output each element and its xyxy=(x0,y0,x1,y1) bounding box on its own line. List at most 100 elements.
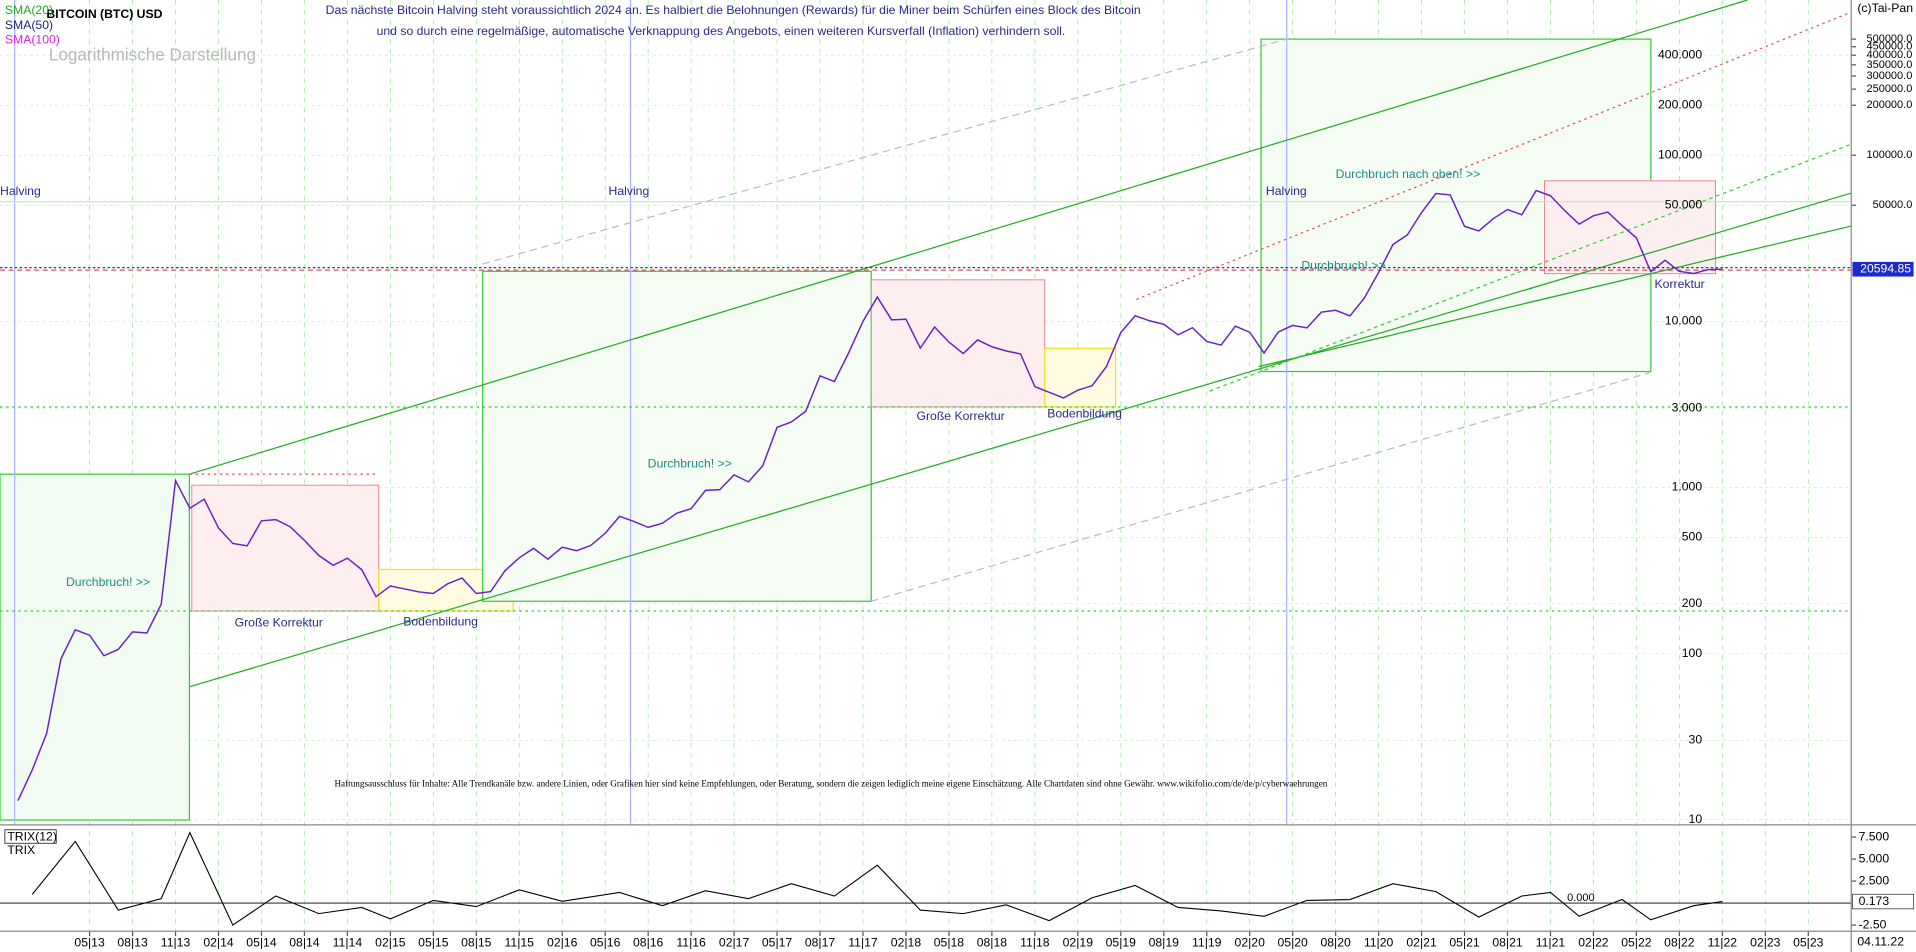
y-tick-label: -2.50 xyxy=(1859,917,1887,931)
x-tick-label: 02|18 xyxy=(891,936,922,950)
x-tick-label: 05|16 xyxy=(590,936,621,950)
y-tick-label: 250000.0 xyxy=(1867,83,1913,95)
price-label: 20594.85 xyxy=(1860,261,1911,275)
y-tick-label: 500000.0 xyxy=(1867,33,1913,45)
x-tick-label: 02|23 xyxy=(1750,936,1781,950)
annotation: Halving xyxy=(1266,184,1307,198)
y-tick-label: 50.000 xyxy=(1665,197,1703,211)
plot xyxy=(17,189,1723,926)
date-label: 04.11.22 xyxy=(1857,934,1904,948)
y-tick-label: 500 xyxy=(1682,530,1703,544)
x-tick-label: 05|22 xyxy=(1621,936,1652,950)
grid xyxy=(0,0,1857,937)
x-tick-label: 08|18 xyxy=(977,936,1008,950)
indicator-box xyxy=(4,829,57,844)
y-tick-label: 350000.0 xyxy=(1867,59,1913,71)
box xyxy=(191,484,380,612)
y-tick-label: 30 xyxy=(1689,733,1703,747)
x-tick-label: 11|13 xyxy=(161,936,191,950)
x-tick-label: 08|13 xyxy=(117,936,148,950)
y-tick-label: 50000.0 xyxy=(1873,199,1913,211)
price-tag xyxy=(1852,261,1914,277)
annotation: Halving xyxy=(609,184,650,198)
chart-title: BITCOIN (BTC) USD xyxy=(46,7,162,21)
annotation: Durchbruch! >> xyxy=(1301,259,1385,273)
x-tick-label: 02|14 xyxy=(203,936,234,950)
y-tick-label: 100.000 xyxy=(1658,147,1702,161)
x-tick-label: 11|20 xyxy=(1364,936,1394,950)
annotation: Bodenbildung xyxy=(403,614,478,628)
y-tick-label: 200 xyxy=(1682,596,1703,610)
legend-entry: SMA(100) xyxy=(5,33,60,47)
y-tick-label: 10 xyxy=(1689,812,1703,826)
x-tick-label: 02|16 xyxy=(547,936,578,950)
box xyxy=(1544,180,1716,275)
annotation: Korrektur xyxy=(1655,277,1705,291)
box xyxy=(0,473,191,821)
trend-line xyxy=(1136,11,1852,300)
x-tick-label: 11|16 xyxy=(676,936,706,950)
x-tick-label: 05|19 xyxy=(1106,936,1137,950)
annotation: Große Korrektur xyxy=(235,615,323,629)
x-tick-label: 11|21 xyxy=(1536,936,1566,950)
annotation: Bodenbildung xyxy=(1047,407,1122,421)
x-tick-label: 08|17 xyxy=(805,936,836,950)
x-tick-label: 08|21 xyxy=(1492,936,1523,950)
x-tick-label: 08|14 xyxy=(289,936,320,950)
box xyxy=(1044,347,1117,408)
x-tick-label: 05|20 xyxy=(1277,936,1308,950)
value-tag xyxy=(1852,893,1914,910)
x-tick-label: 05|14 xyxy=(246,936,277,950)
x-tick-label: 02|22 xyxy=(1578,936,1609,950)
legend-entry: SMA(20) xyxy=(5,3,53,17)
x-tick-label: 11|15 xyxy=(505,936,535,950)
trend-line xyxy=(871,372,1650,602)
annotation: Durchbruch! >> xyxy=(648,457,732,471)
disclaimer: Haftungsausschluss für Inhalte: Alle Tre… xyxy=(334,779,1327,789)
y-tick-label: 1.000 xyxy=(1672,480,1703,494)
x-tick-label: 02|20 xyxy=(1235,936,1266,950)
x-tick-label: 02|21 xyxy=(1406,936,1437,950)
y-tick-label: 200000.0 xyxy=(1867,99,1913,111)
x-tick-label: 05|13 xyxy=(74,936,105,950)
trend-line xyxy=(1209,143,1852,392)
annotation: Durchbruch! >> xyxy=(66,575,150,589)
y-tick-label: 400.000 xyxy=(1658,47,1702,61)
box xyxy=(482,270,872,602)
copyright: (c)Tai-Pan xyxy=(1857,1,1913,15)
x-tick-label: 11|22 xyxy=(1708,936,1738,950)
trend-line xyxy=(482,36,1296,265)
x-tick-label: 02|15 xyxy=(375,936,406,950)
x-tick-label: 11|17 xyxy=(848,936,878,950)
x-tick-label: 08|22 xyxy=(1664,936,1695,950)
value-label: 0.173 xyxy=(1859,894,1890,908)
price-line xyxy=(17,189,1723,802)
y-tick-label: 2.500 xyxy=(1859,873,1890,887)
subtitle: und so durch eine regelmäßige, automatis… xyxy=(377,24,1066,38)
x-tick-label: 05|21 xyxy=(1449,936,1480,950)
annotation: Durchbruch nach oben! >> xyxy=(1336,167,1481,181)
x-tick-label: 05|15 xyxy=(418,936,449,950)
trend-line xyxy=(189,0,1748,475)
x-tick-label: 08|19 xyxy=(1149,936,1180,950)
annotation: Große Korrektur xyxy=(916,409,1004,423)
x-tick-label: 05|23 xyxy=(1793,936,1824,950)
box xyxy=(870,279,1046,408)
y-tick-label: 3.000 xyxy=(1672,400,1703,414)
trend-line xyxy=(1258,225,1852,368)
subtitle: Das nächste Bitcoin Halving steht voraus… xyxy=(326,3,1141,17)
indicator-name: TRIX(12) xyxy=(7,829,57,843)
y-tick-label: 200.000 xyxy=(1658,97,1702,111)
indicator-label: TRIX xyxy=(7,843,35,857)
x-tick-label: 08|15 xyxy=(461,936,492,950)
x-tick-label: 11|19 xyxy=(1192,936,1222,950)
x-tick-label: 11|18 xyxy=(1020,936,1050,950)
y-tick-label: 300000.0 xyxy=(1867,70,1913,82)
y-tick-label: 100 xyxy=(1682,646,1703,660)
x-tick-label: 05|17 xyxy=(762,936,793,950)
y-tick-label: 450000.0 xyxy=(1867,41,1913,53)
y-tick-label: 100000.0 xyxy=(1867,149,1913,161)
x-tick-label: 08|16 xyxy=(633,936,664,950)
